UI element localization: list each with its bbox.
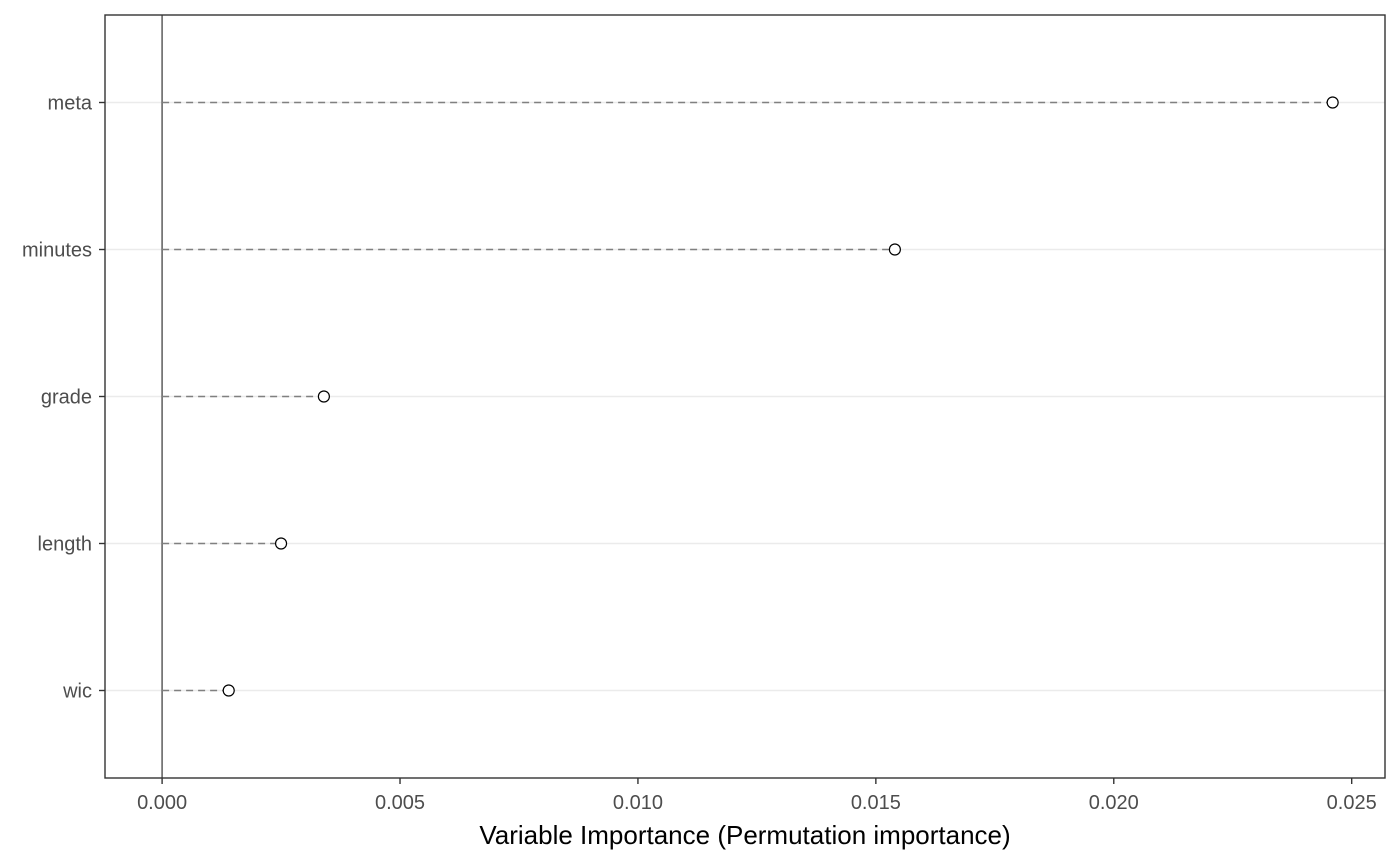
point-grade — [317, 390, 330, 403]
y-tick-label-length: length — [38, 534, 93, 556]
point-wic — [222, 684, 235, 697]
point-meta — [1326, 96, 1339, 109]
y-axis: meta minutes grade length wic — [22, 93, 105, 703]
point-minutes — [888, 243, 901, 256]
x-axis-title: Variable Importance (Permutation importa… — [479, 820, 1010, 850]
x-tick-label: 0.015 — [851, 792, 901, 814]
x-axis: 0.000 0.005 0.010 0.015 0.020 0.025 — [137, 778, 1377, 814]
x-tick-label: 0.010 — [613, 792, 663, 814]
y-tick-label-grade: grade — [41, 387, 92, 409]
y-tick-label-meta: meta — [48, 93, 93, 115]
x-tick-label: 0.005 — [375, 792, 425, 814]
data-marks — [162, 96, 1339, 697]
x-tick-label: 0.000 — [137, 792, 187, 814]
y-tick-label-minutes: minutes — [22, 240, 92, 262]
y-tick-label-wic: wic — [62, 681, 92, 703]
x-tick-label: 0.020 — [1089, 792, 1139, 814]
x-tick-label: 0.025 — [1327, 792, 1377, 814]
point-length — [274, 537, 288, 550]
